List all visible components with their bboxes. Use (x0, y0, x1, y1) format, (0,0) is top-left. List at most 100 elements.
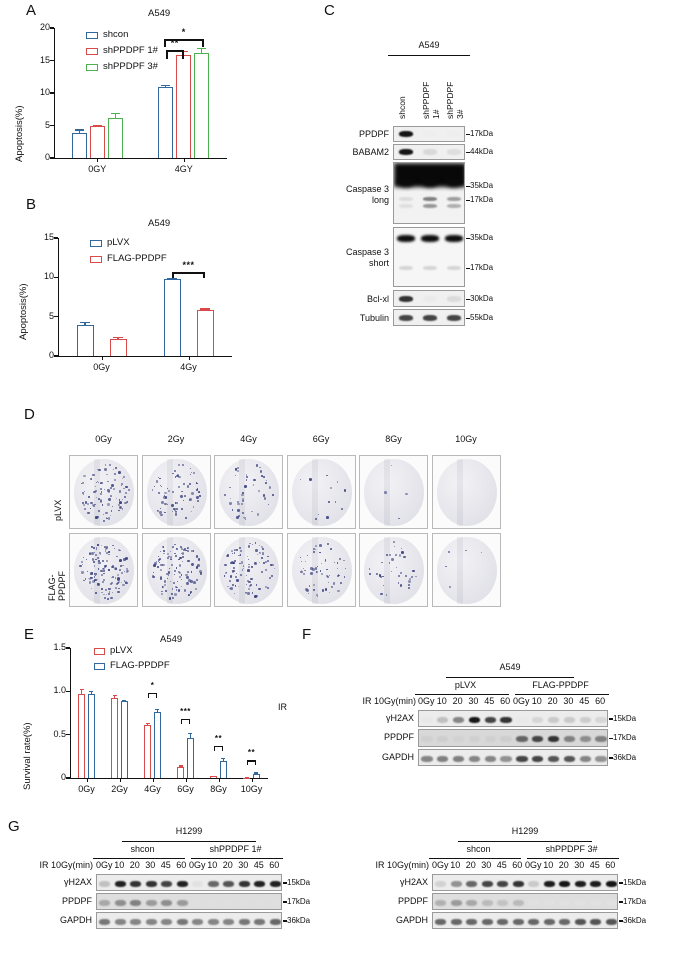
colony-dot (234, 560, 236, 562)
legend-label: shPPDPF 3# (103, 60, 158, 72)
panel-g-time-label: IR 10Gy(min) (39, 860, 93, 870)
mw-tick (466, 185, 470, 188)
blot-band (466, 918, 478, 925)
blot-strip (96, 912, 282, 929)
colony-dot (100, 491, 103, 493)
colony-dot (157, 558, 160, 561)
colony-dot (189, 580, 193, 583)
error-bar (222, 758, 224, 762)
panel-f-timepoint: 10 (531, 696, 542, 706)
colony-dot (309, 478, 312, 482)
colony-dot (196, 482, 198, 485)
colony-dot (96, 480, 98, 482)
blot-band (516, 755, 528, 762)
panel-g-timepoint: 60 (176, 860, 187, 870)
colony-dot (177, 587, 179, 588)
sig-bracket-leg (201, 39, 204, 47)
colony-dot (248, 563, 250, 566)
colony-dot (300, 560, 303, 563)
panel-b-plot: 0 5 10 15 0Gy 4Gy pLVX FLAG-PPDPF *** (44, 232, 232, 372)
colony-dot (195, 566, 198, 569)
colony-dot (110, 510, 113, 512)
colony-dot (106, 559, 109, 562)
colony-dot (159, 575, 163, 579)
colony-dot (170, 581, 172, 583)
colony-dot (199, 572, 203, 575)
blot-band (445, 235, 463, 242)
colony-dot (390, 465, 393, 467)
blot-band (423, 204, 437, 208)
colony-dot (404, 575, 407, 578)
colony-dot (167, 575, 169, 577)
panel-label-e: E (24, 626, 35, 643)
panel-f-timepoint: 30 (563, 696, 574, 706)
colony-dot (261, 571, 263, 573)
blot-band (99, 899, 111, 906)
bar (186, 737, 194, 778)
blot-band (422, 296, 438, 302)
colony-dot (106, 517, 108, 520)
error-cap (155, 708, 160, 710)
colony-dot (120, 484, 123, 486)
colony-dot (240, 502, 243, 505)
x-tick-label: 4Gy (180, 362, 197, 372)
colony-dot (238, 554, 240, 557)
blot-band (437, 716, 449, 723)
blot-band (516, 716, 528, 723)
colony-dot (186, 576, 189, 579)
colony-dot (110, 486, 113, 489)
mw-label: 17kDa (470, 195, 494, 204)
panel-g-timepoint: 20 (222, 860, 233, 870)
mw-label: 35kDa (470, 181, 494, 190)
colony-dot (408, 580, 411, 584)
colony-dot (240, 550, 243, 553)
colony-dot (192, 471, 195, 474)
colony-dot (326, 474, 328, 477)
error-cap (178, 765, 183, 767)
blot-band (130, 918, 142, 925)
colony-dot (105, 551, 108, 554)
bar (144, 724, 152, 778)
colony-dot (91, 558, 95, 561)
colony-dot (248, 585, 251, 588)
colony-dot (184, 589, 187, 592)
colony-dot (111, 592, 114, 594)
colony-dot (99, 500, 103, 503)
panel-f-timepoint: 60 (595, 696, 606, 706)
panel-d-dose-label: 2Gy (167, 434, 185, 444)
colony-dot (88, 578, 90, 580)
colony-dot (125, 485, 128, 489)
colony-dot (261, 475, 263, 477)
colony-dot (176, 508, 179, 511)
colony-dot (158, 558, 161, 560)
sig-bracket-leg (188, 718, 191, 724)
blot-band (422, 131, 438, 137)
y-tick (66, 690, 70, 693)
colony-dot (300, 570, 303, 574)
colony-dot (111, 506, 113, 508)
panel-f-timepoint: 45 (579, 696, 590, 706)
culture-dish (146, 537, 207, 604)
colony-dot (233, 566, 236, 569)
colony-dot (79, 564, 83, 568)
colony-dot (174, 470, 177, 473)
blot-band-faint (422, 266, 438, 270)
colony-dot (122, 584, 125, 587)
colony-dot (95, 490, 98, 493)
y-tick-label: 1.5 (53, 642, 66, 652)
blot-band (468, 755, 481, 762)
colony-dot (95, 497, 97, 499)
colony-dot (107, 597, 110, 600)
colony-dot (97, 516, 100, 519)
colony-dot (110, 494, 113, 497)
colony-dot (111, 582, 113, 584)
panel-f-row-label: GAPDH (381, 752, 414, 762)
blot-band (579, 716, 591, 723)
colony-dot (316, 566, 318, 568)
colony-plate (141, 455, 211, 529)
colony-dot (106, 473, 108, 476)
colony-dot (93, 580, 95, 582)
x-tick-label: 0GY (88, 164, 107, 174)
colony-dot (178, 475, 181, 478)
legend-label: shPPDPF 1# (103, 44, 158, 56)
